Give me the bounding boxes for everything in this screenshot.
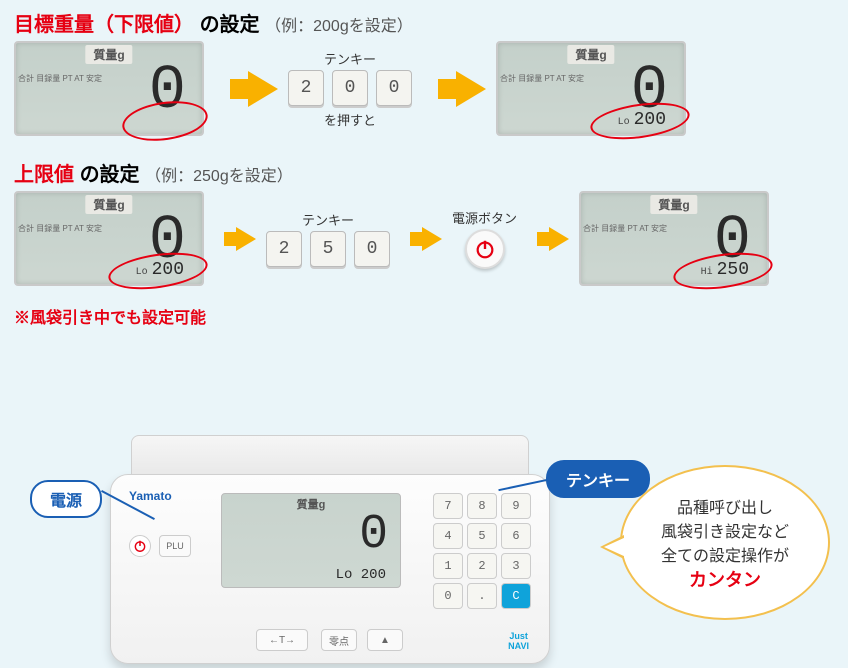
key-0b[interactable]: 0 — [376, 70, 412, 106]
lcd-before-lo: 質量g 合計 目録量 PT AT 安定 0 — [14, 41, 204, 136]
set-button[interactable]: ▲ — [367, 629, 403, 651]
scale-body: Yamato PLU 質量g 0 Lo 200 7 8 9 4 5 6 1 2 … — [110, 474, 550, 664]
arrow-icon — [248, 71, 278, 107]
lcd-before-hi: 質量g 合計 目録量 PT AT 安定 0 Lo200 — [14, 191, 204, 286]
power-button[interactable] — [465, 229, 505, 269]
callout-power: 電源 — [30, 480, 102, 518]
highlight-circle — [671, 247, 775, 295]
key-5[interactable]: 5 — [310, 231, 346, 267]
key-0a[interactable]: 0 — [332, 70, 368, 106]
arrow-icon — [236, 227, 256, 251]
section1-title-rest: の設定 — [200, 14, 260, 36]
section2-example: （例：250gを設定） — [145, 168, 293, 185]
kp-1[interactable]: 1 — [433, 553, 463, 579]
callout-tenkey: テンキー — [546, 460, 650, 498]
tenkey-label: テンキー — [302, 210, 354, 229]
power-icon — [474, 238, 496, 260]
lcd-sub: Lo 200 — [336, 567, 386, 583]
lcd-unit: 質量g — [85, 45, 132, 64]
kp-clear[interactable]: C — [501, 583, 531, 609]
brand-label: Yamato — [129, 489, 172, 503]
kp-8[interactable]: 8 — [467, 493, 497, 519]
nav-logo: Just NAVI — [508, 631, 529, 651]
scale-lcd: 質量g 0 Lo 200 — [221, 493, 401, 588]
lcd-unit: 質量g — [567, 45, 614, 64]
press-label: を押すと — [324, 110, 376, 129]
kp-5[interactable]: 5 — [467, 523, 497, 549]
lcd-unit: 質量g — [650, 195, 697, 214]
row-upper-limit: 質量g 合計 目録量 PT AT 安定 0 Lo200 テンキー 2 5 0 電… — [14, 191, 848, 286]
section2-title-rest: の設定 — [80, 164, 140, 186]
row-lower-limit: 質量g 合計 目録量 PT AT 安定 0 テンキー 2 0 0 を押すと 質量… — [14, 41, 848, 136]
tare-note: ※風袋引き中でも設定可能 — [14, 304, 848, 328]
kp-0[interactable]: 0 — [433, 583, 463, 609]
key-2[interactable]: 2 — [288, 70, 324, 106]
highlight-circle — [588, 97, 692, 145]
kp-6[interactable]: 6 — [501, 523, 531, 549]
lcd-side: 合計 目録量 PT AT 安定 — [583, 223, 667, 234]
tenkey-group-lo: テンキー 2 0 0 を押すと — [288, 49, 412, 129]
key-0[interactable]: 0 — [354, 231, 390, 267]
product-image: Yamato PLU 質量g 0 Lo 200 7 8 9 4 5 6 1 2 … — [80, 394, 580, 664]
zero-button[interactable]: 零点 — [321, 629, 357, 651]
section1-example: （例：200gを設定） — [265, 18, 413, 35]
kp-2[interactable]: 2 — [467, 553, 497, 579]
kp-7[interactable]: 7 — [433, 493, 463, 519]
speech-line3: 全ての設定操作が — [661, 542, 789, 566]
kp-9[interactable]: 9 — [501, 493, 531, 519]
kp-4[interactable]: 4 — [433, 523, 463, 549]
lcd-unit: 質量g — [85, 195, 132, 214]
lcd-after-hi: 質量g 合計 目録量 PT AT 安定 0 Hi250 — [579, 191, 769, 286]
tare-button[interactable]: ←T→ — [256, 629, 308, 651]
lcd-side: 合計 目録量 PT AT 安定 — [500, 73, 584, 84]
speech-bubble: 品種呼び出し 風袋引き設定など 全ての設定操作が カンタン — [620, 465, 830, 620]
arrow-icon — [456, 71, 486, 107]
key-2[interactable]: 2 — [266, 231, 302, 267]
speech-line2: 風袋引き設定など — [661, 518, 789, 542]
kp-3[interactable]: 3 — [501, 553, 531, 579]
highlight-circle — [120, 96, 210, 146]
scale-power-button[interactable] — [129, 535, 151, 557]
keypad: 7 8 9 4 5 6 1 2 3 0 . C — [433, 493, 531, 609]
section2-title: 上限値 の設定 （例：250gを設定） — [14, 158, 848, 187]
plu-button[interactable]: PLU — [159, 535, 191, 557]
tenkey-label: テンキー — [324, 49, 376, 68]
power-icon — [133, 539, 147, 553]
arrow-icon — [549, 227, 569, 251]
section1-title-red: 目標重量（下限値） — [14, 14, 194, 36]
speech-line1: 品種呼び出し — [661, 494, 789, 518]
lcd-after-lo: 質量g 合計 目録量 PT AT 安定 0 Lo200 — [496, 41, 686, 136]
arrow-icon — [422, 227, 442, 251]
section1-title: 目標重量（下限値） の設定 （例：200gを設定） — [14, 8, 848, 37]
tenkey-group-hi: テンキー 2 5 0 — [266, 210, 390, 267]
lcd-side: 合計 目録量 PT AT 安定 — [18, 223, 102, 234]
lcd-big: 0 — [359, 508, 388, 562]
speech-emphasis: カンタン — [661, 566, 789, 592]
kp-dot[interactable]: . — [467, 583, 497, 609]
highlight-circle — [106, 247, 210, 295]
section2-title-red: 上限値 — [14, 164, 74, 186]
power-btn-group: 電源ボタン — [452, 208, 517, 269]
lcd-side: 合計 目録量 PT AT 安定 — [18, 73, 102, 84]
power-label: 電源ボタン — [452, 208, 517, 227]
lcd-unit: 質量g — [297, 496, 326, 512]
scale-platter — [131, 435, 529, 475]
